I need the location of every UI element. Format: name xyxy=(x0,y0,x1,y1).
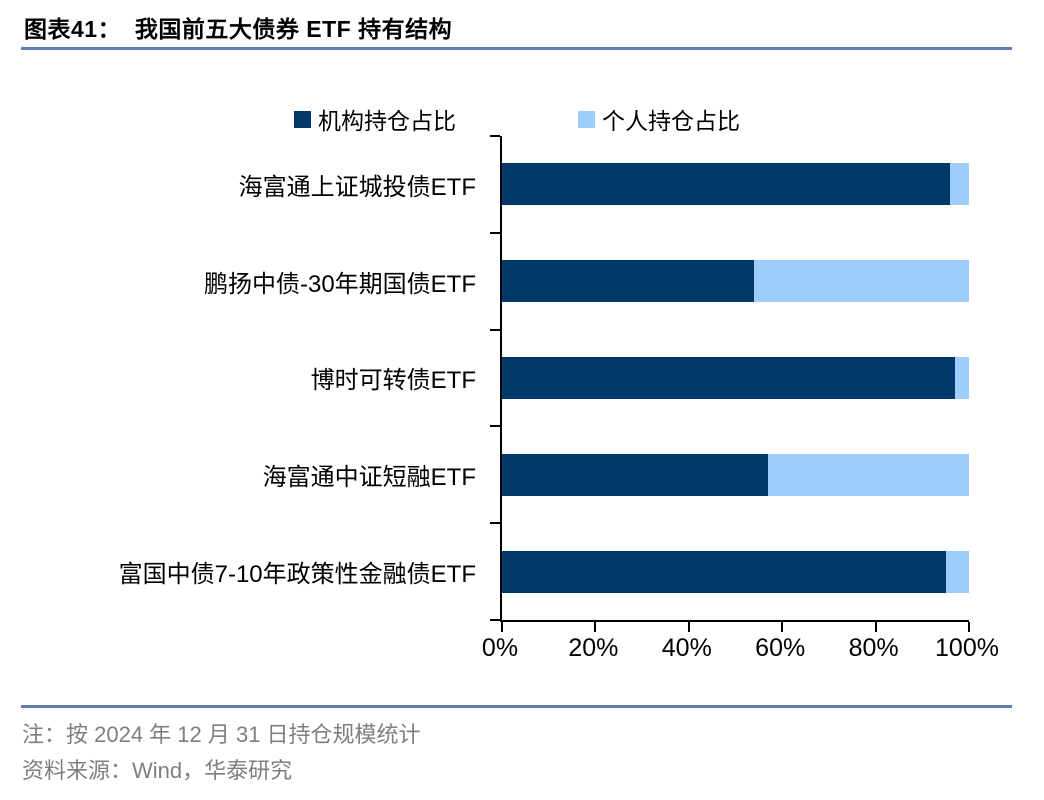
x-axis-label: 20% xyxy=(568,634,619,662)
bar-segment-individual xyxy=(950,163,969,206)
category-label: 海富通上证城投债ETF xyxy=(238,173,476,201)
bar-segment-institutional xyxy=(502,356,955,399)
chart-legend: 机构持仓占比 个人持仓占比 xyxy=(294,102,740,136)
category-label: 海富通中证短融ETF xyxy=(262,464,476,492)
category-label: 博时可转债ETF xyxy=(310,367,476,395)
legend-label-institutional: 机构持仓占比 xyxy=(318,108,456,134)
y-axis-tick xyxy=(490,425,500,428)
bar-segment-institutional xyxy=(502,260,755,303)
bar-row xyxy=(502,523,969,620)
bar-row xyxy=(502,426,969,523)
bar-row xyxy=(502,233,969,330)
x-axis-label: 40% xyxy=(661,634,712,662)
y-axis-tick xyxy=(490,522,500,525)
stacked-bar xyxy=(502,260,969,303)
x-axis-tick xyxy=(968,622,970,632)
stacked-bar xyxy=(502,550,969,593)
stacked-bar xyxy=(502,453,969,496)
bar-segment-individual xyxy=(768,453,969,496)
category-label: 鹏扬中债-30年期国债ETF xyxy=(203,270,476,298)
legend-swatch-individual xyxy=(578,110,595,128)
bar-segment-institutional xyxy=(502,163,951,206)
x-axis-labels: 0% 20% 40% 60% 80% 100% xyxy=(482,634,999,668)
legend-label-individual: 个人持仓占比 xyxy=(602,108,740,134)
bar-segment-individual xyxy=(945,550,969,593)
category-label: 富国中债7-10年政策性金融债ETF xyxy=(118,561,476,589)
x-axis-tick xyxy=(781,622,784,632)
stacked-bar xyxy=(502,163,969,206)
x-axis-tick xyxy=(874,622,877,632)
bar-segment-institutional xyxy=(502,550,946,593)
y-axis-tick xyxy=(490,135,500,137)
source-note: 资料来源：Wind，华泰研究 xyxy=(22,758,293,783)
x-axis-tick xyxy=(594,622,597,632)
bar-segment-institutional xyxy=(502,453,769,496)
x-axis-label: 0% xyxy=(481,634,519,662)
legend-swatch-institutional xyxy=(294,110,311,128)
y-axis-tick xyxy=(490,619,500,621)
category-axis-labels: 海富通上证城投债ETF 鹏扬中债-30年期国债ETF 博时可转债ETF 海富通中… xyxy=(0,136,488,620)
figure-title: 图表41： 我国前五大债券 ETF 持有结构 xyxy=(24,16,453,42)
footer-divider-line xyxy=(21,705,1012,708)
plot-area xyxy=(490,135,970,632)
x-axis-label: 100% xyxy=(935,634,999,662)
bar-segment-individual xyxy=(954,356,969,399)
legend-item-institutional: 机构持仓占比 xyxy=(294,102,456,136)
x-axis-tick xyxy=(501,622,503,632)
title-divider-line xyxy=(21,47,1012,50)
y-axis-tick xyxy=(490,231,500,234)
stacked-bar xyxy=(502,356,969,399)
x-axis-tick xyxy=(687,622,690,632)
y-axis-tick xyxy=(490,328,500,331)
x-axis-label: 60% xyxy=(755,634,806,662)
bar-row xyxy=(502,330,969,427)
x-axis-label: 80% xyxy=(848,634,899,662)
bar-row xyxy=(502,136,969,233)
bar-segment-individual xyxy=(754,260,969,303)
footnote: 注：按 2024 年 12 月 31 日持仓规模统计 xyxy=(22,722,421,747)
legend-item-individual: 个人持仓占比 xyxy=(578,102,740,136)
